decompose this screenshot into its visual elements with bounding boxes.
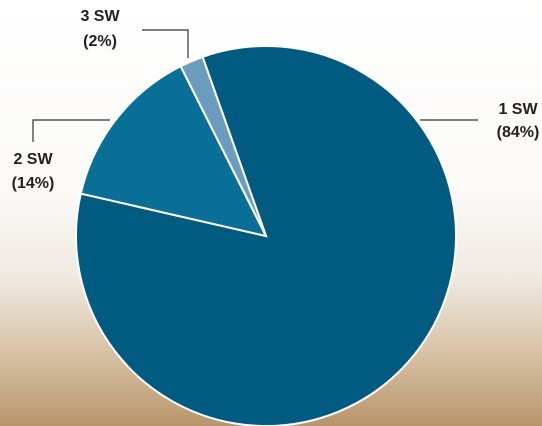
slice-value-label: (2%) xyxy=(83,33,117,50)
slice-label: 1 SW xyxy=(498,101,538,118)
slice-label: 3 SW xyxy=(80,8,120,25)
slice-value-label: (84%) xyxy=(497,124,540,141)
slice-value-label: (14%) xyxy=(12,175,55,192)
slice-label: 2 SW xyxy=(13,151,53,168)
pie-slice xyxy=(179,55,267,237)
leader-line xyxy=(32,119,110,142)
pie-slice xyxy=(79,64,268,238)
leader-line xyxy=(142,29,189,58)
